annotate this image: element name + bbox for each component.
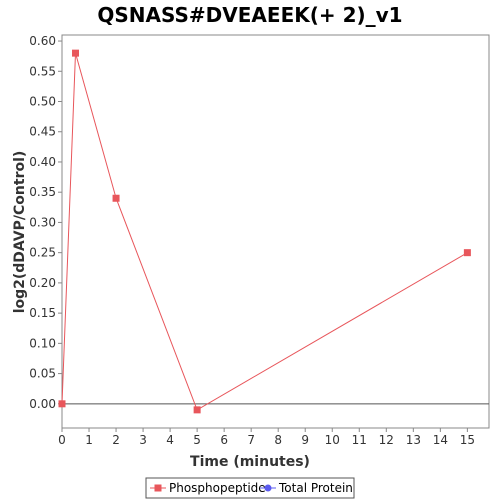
- legend-label: Phosphopeptide: [169, 481, 266, 495]
- x-tick-label: 13: [406, 433, 421, 447]
- legend-marker: [264, 484, 272, 492]
- x-tick-label: 5: [193, 433, 201, 447]
- y-tick-label: 0.40: [29, 155, 56, 169]
- x-tick-label: 12: [379, 433, 394, 447]
- x-tick-label: 10: [325, 433, 340, 447]
- x-tick-label: 9: [301, 433, 309, 447]
- y-tick-label: 0.50: [29, 95, 56, 109]
- x-tick-label: 0: [58, 433, 66, 447]
- x-tick-label: 6: [220, 433, 228, 447]
- x-axis: 0 1 2 3 4 5 6 7 8 9 10 11 12 13 14 15: [58, 428, 475, 447]
- x-tick-label: 2: [112, 433, 120, 447]
- x-tick-label: 15: [460, 433, 475, 447]
- x-tick-label: 14: [433, 433, 448, 447]
- y-tick-label: 0.05: [29, 367, 56, 381]
- y-tick-label: 0.55: [29, 64, 56, 78]
- y-tick-label: 0.45: [29, 125, 56, 139]
- y-tick-label: 0.30: [29, 215, 56, 229]
- y-tick-label: 0.35: [29, 185, 56, 199]
- data-point: [58, 400, 66, 408]
- x-tick-label: 7: [247, 433, 255, 447]
- y-axis: 0.00 0.05 0.10 0.15 0.20 0.25 0.30 0.35 0.40 0.45…: [29, 34, 62, 411]
- y-tick-label: 0.60: [29, 34, 56, 48]
- x-tick-label: 4: [166, 433, 174, 447]
- x-tick-label: 3: [139, 433, 147, 447]
- y-tick-label: 0.10: [29, 336, 56, 350]
- legend-box: [145, 477, 355, 499]
- chart-title: QSNASS#DVEAEEK(+ 2)_v1: [97, 3, 402, 27]
- y-axis-label: log2(dDAVP/Control): [12, 151, 28, 314]
- data-point: [193, 406, 201, 414]
- legend: Phosphopeptide Total Protein: [145, 477, 355, 499]
- legend-label: Total Protein: [278, 481, 353, 495]
- data-point: [72, 49, 80, 57]
- x-tick-label: 8: [274, 433, 282, 447]
- y-tick-label: 0.00: [29, 397, 56, 411]
- y-tick-label: 0.15: [29, 306, 56, 320]
- data-point: [463, 249, 471, 257]
- x-axis-label: Time (minutes): [190, 454, 310, 470]
- legend-marker: [154, 484, 162, 492]
- x-tick-label: 11: [352, 433, 367, 447]
- y-tick-label: 0.20: [29, 276, 56, 290]
- y-tick-label: 0.25: [29, 246, 56, 260]
- plot-area: [61, 34, 490, 429]
- series-group: [58, 49, 471, 414]
- data-point: [112, 194, 120, 202]
- x-tick-label: 1: [85, 433, 93, 447]
